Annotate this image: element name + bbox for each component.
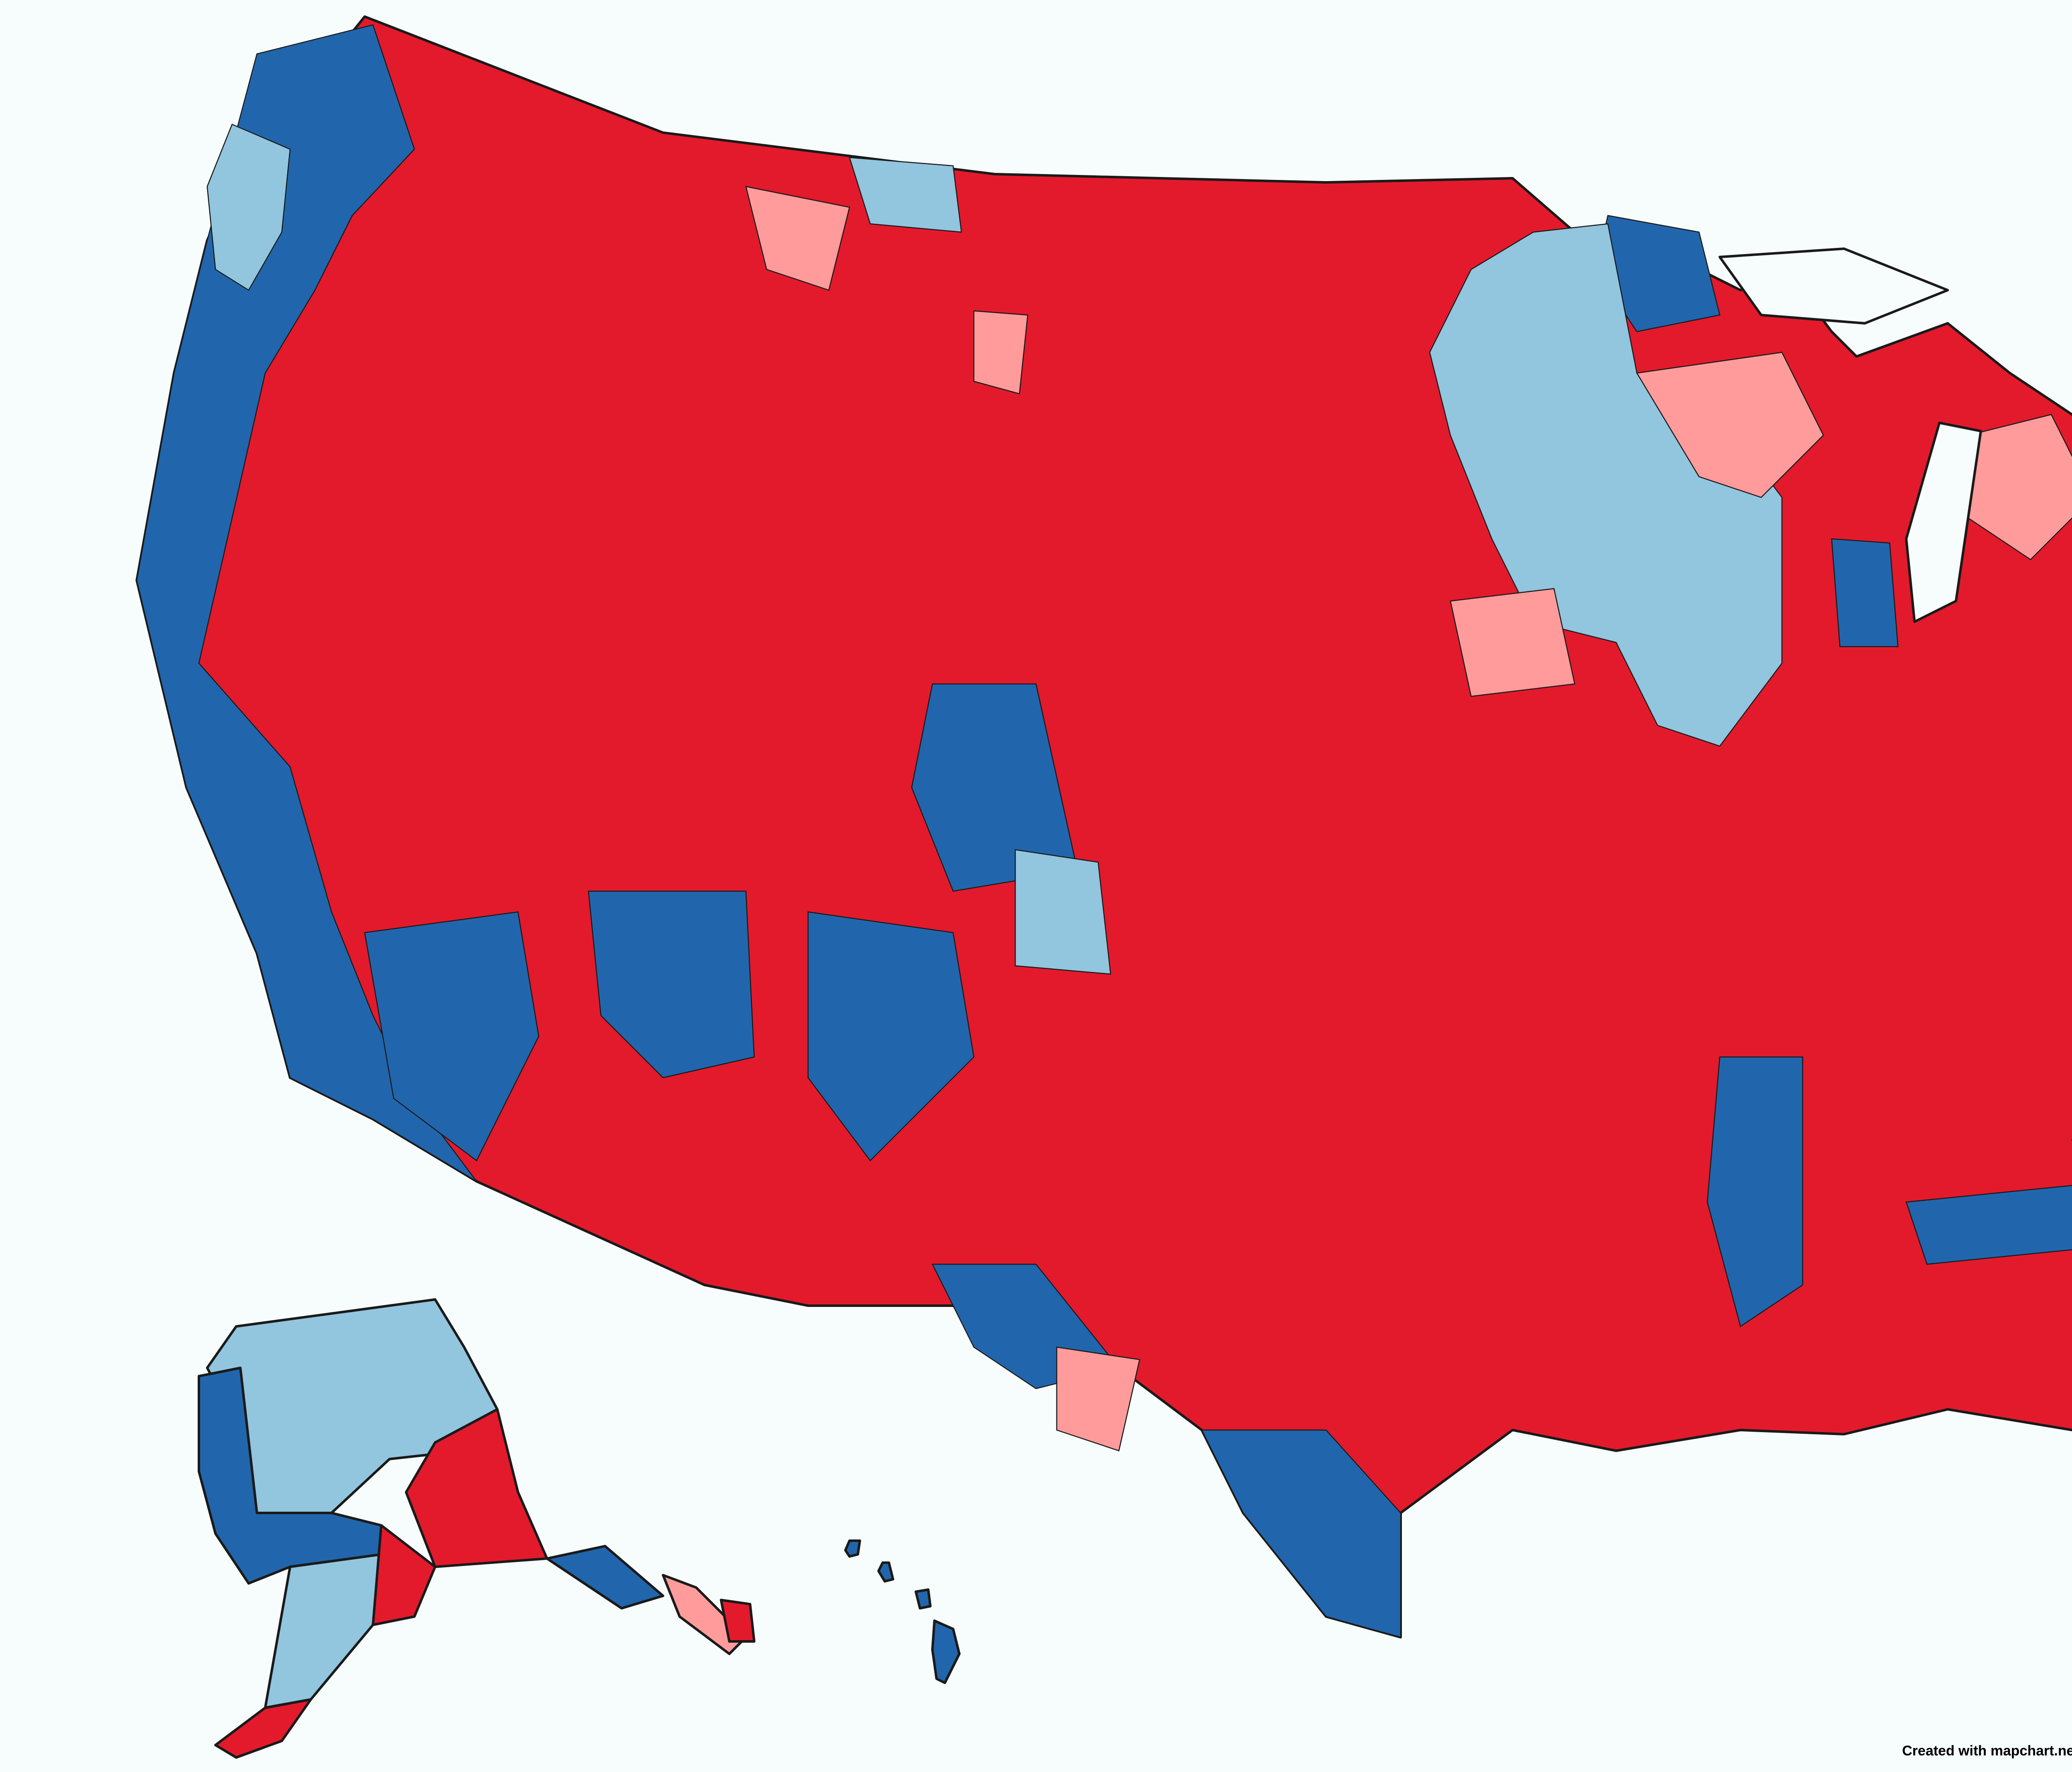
credit-text: Created with mapchart.net © (1902, 1743, 2072, 1759)
montana-north-light (849, 157, 962, 233)
alaska-southcentral-dem (546, 1545, 664, 1610)
idaho-montana-pink (745, 186, 850, 291)
alaska-peninsula-red (214, 1698, 312, 1759)
alaska-southwest-light (264, 1553, 382, 1709)
alabama-black-belt-dem (1905, 1185, 2072, 1265)
washington-coast-light (206, 124, 291, 291)
central-california-dem (364, 911, 540, 1161)
lake-superior (1719, 247, 1949, 325)
colorado-light (1014, 849, 1111, 975)
hawaii-big-island (931, 1619, 961, 1684)
arizona-nm-dem (807, 911, 975, 1161)
pacific-coast-dem (136, 24, 477, 1182)
hawaii-maui (915, 1588, 932, 1610)
new-mexico-dem (588, 890, 755, 1079)
wyoming-pink (973, 310, 1029, 395)
alaska-panhandle-red (720, 1599, 755, 1643)
hawaii-oahu (877, 1561, 894, 1583)
hawaii-kauai (844, 1539, 861, 1558)
iowa-pink (1450, 588, 1576, 697)
wisconsin-pink (1636, 351, 1824, 498)
texas-pink (1056, 1346, 1140, 1452)
chicago-dem (1831, 538, 1899, 647)
mississippi-delta-dem (1706, 1056, 1803, 1328)
alaska-kenai-red (372, 1524, 436, 1626)
lake-michigan (1905, 422, 1982, 623)
alaska-panhandle-mixed (662, 1574, 747, 1655)
south-texas-dem (1201, 1429, 1402, 1638)
